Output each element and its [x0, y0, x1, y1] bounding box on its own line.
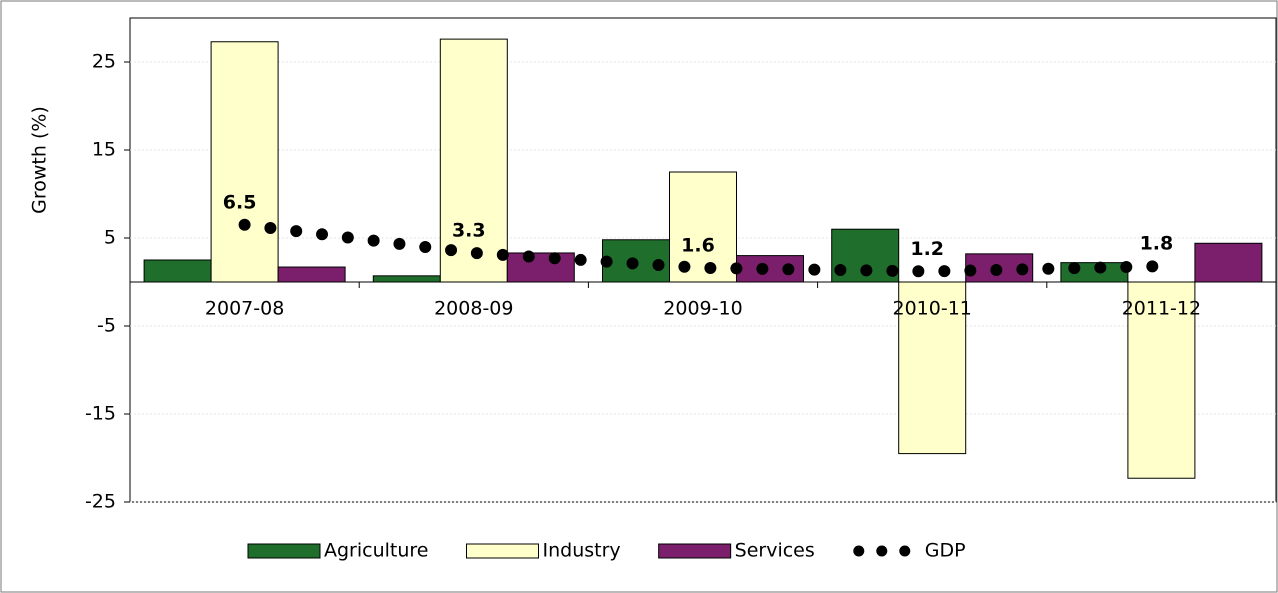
y-tick-label: 25 [92, 51, 116, 73]
x-tick-label: 2011-12 [1122, 298, 1201, 320]
data-label: 3.3 [452, 219, 486, 241]
legend-swatch [466, 543, 539, 559]
y-tick-label: 5 [104, 227, 116, 249]
legend-label: GDP [925, 540, 966, 562]
legend-swatch [853, 545, 865, 557]
data-label: 1.2 [910, 238, 944, 260]
bar [1127, 281, 1196, 479]
data-label: 1.8 [1140, 233, 1174, 255]
legend-swatch [899, 545, 911, 557]
data-label: 6.5 [223, 191, 257, 213]
legend-label: Industry [543, 540, 621, 562]
y-tick-label: -15 [85, 403, 116, 425]
bar [506, 252, 575, 283]
x-tick-label: 2010-11 [893, 298, 972, 320]
y-tick-label: -25 [85, 491, 116, 513]
data-label: 1.6 [681, 234, 715, 256]
legend-swatch [876, 545, 888, 557]
legend-label: Services [735, 540, 815, 562]
bar [439, 38, 508, 283]
bar [372, 275, 441, 283]
legend-swatch [247, 543, 321, 559]
bar [1194, 242, 1263, 283]
legend-swatch [658, 543, 732, 559]
bar [143, 259, 212, 283]
bar [277, 266, 346, 283]
x-tick-label: 2007-08 [205, 298, 284, 320]
x-tick-label: 2008-09 [434, 298, 513, 320]
y-tick-label: -5 [97, 315, 116, 337]
y-axis-label: Growth (%) [29, 106, 51, 214]
legend-label: Agriculture [324, 540, 429, 562]
gdp-line [238, 218, 1168, 278]
bar [898, 281, 967, 455]
x-tick-label: 2009-10 [663, 298, 742, 320]
bar [210, 41, 279, 283]
y-tick-label: 15 [92, 139, 116, 161]
